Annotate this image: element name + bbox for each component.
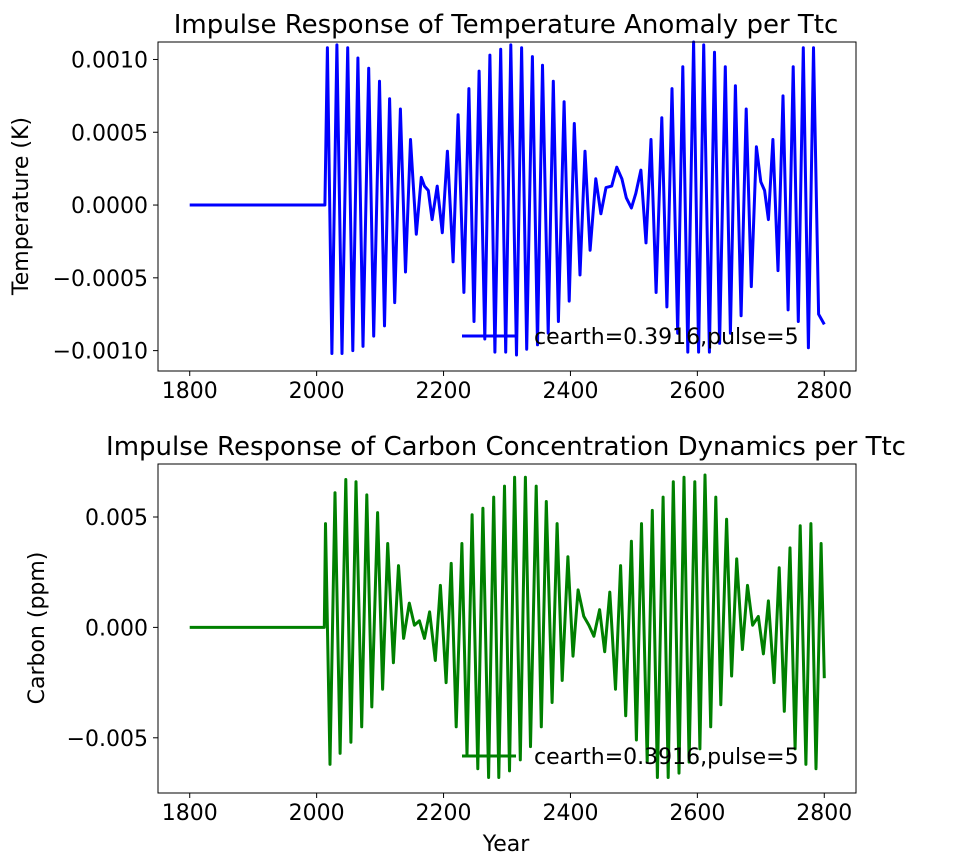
y-axis-label-temperature: Temperature (K)	[9, 117, 34, 296]
chart-temperature: Impulse Response of Temperature Anomaly …	[9, 10, 857, 404]
legend-label-temperature: cearth=0.3916,pulse=5	[534, 325, 799, 350]
axes-frame-carbon	[157, 463, 857, 794]
x-tick-label-temperature: 2000	[289, 379, 345, 404]
x-axis-label-carbon: Year	[482, 832, 531, 857]
y-tick-label-temperature: 0.0010	[71, 48, 148, 73]
x-tick-label-carbon: 1800	[162, 801, 218, 826]
x-tick-label-temperature: 2200	[416, 379, 472, 404]
chart-carbon: Impulse Response of Carbon Concentration…	[25, 432, 906, 857]
y-axis-label-carbon: Carbon (ppm)	[25, 552, 50, 705]
y-tick-label-carbon: −0.005	[67, 727, 148, 752]
x-tick-label-temperature: 2400	[542, 379, 598, 404]
x-tick-label-carbon: 2000	[289, 801, 345, 826]
y-tick-label-carbon: 0.005	[85, 506, 148, 531]
x-tick-label-carbon: 2800	[796, 801, 852, 826]
series-line-temperature-0	[189, 40, 826, 357]
plot-area-temperature: 1800 2000 2200 2400 2600 2800 −0.0010 −0.0005 0.…	[53, 40, 857, 404]
plot-area-carbon: 1800 2000 2200 2400 2600 2800 −0.005 0.000 0.005…	[67, 463, 857, 826]
chart-title-temperature: Impulse Response of Temperature Anomaly …	[174, 10, 839, 40]
x-tick-label-carbon: 2600	[669, 801, 725, 826]
series-line-carbon-0	[189, 473, 826, 779]
x-tick-label-carbon: 2200	[416, 801, 472, 826]
y-tick-label-carbon: 0.000	[85, 616, 148, 641]
y-tick-label-temperature: 0.0000	[71, 194, 148, 219]
legend-label-carbon: cearth=0.3916,pulse=5	[534, 745, 799, 770]
x-tick-label-temperature: 2800	[796, 379, 852, 404]
y-tick-label-temperature: −0.0005	[53, 267, 148, 292]
axes-frame-temperature	[157, 41, 857, 372]
x-tick-label-temperature: 1800	[162, 379, 218, 404]
x-tick-label-temperature: 2600	[669, 379, 725, 404]
y-tick-label-temperature: 0.0005	[71, 121, 148, 146]
x-tick-label-carbon: 2400	[542, 801, 598, 826]
y-tick-label-temperature: −0.0010	[53, 340, 148, 365]
chart-title-carbon: Impulse Response of Carbon Concentration…	[106, 432, 906, 462]
